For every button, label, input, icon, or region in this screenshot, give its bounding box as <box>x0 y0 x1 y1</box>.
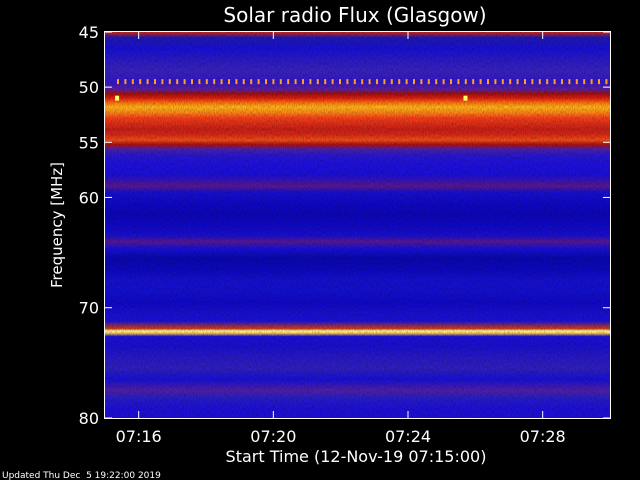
interference-dot <box>598 79 600 85</box>
bright-spot <box>115 95 120 101</box>
y-axis-label: Frequency [MHz] <box>48 162 66 288</box>
interference-dot <box>390 79 393 85</box>
interference-dot <box>464 79 467 85</box>
bright-spot <box>463 95 468 101</box>
interference-dot <box>590 79 593 85</box>
axis-ticks: 45 50 55 60 70 80 07:16 07:20 07:24 07:28 <box>79 23 610 446</box>
interference-dot <box>531 79 534 85</box>
interference-dot <box>494 79 497 85</box>
interference-dot <box>139 79 142 85</box>
interference-dot <box>124 79 127 85</box>
interference-dot <box>331 79 334 85</box>
chart-title: Solar radio Flux (Glasgow) <box>223 3 486 27</box>
interference-dot <box>509 79 512 85</box>
interference-dot <box>213 79 216 85</box>
y-tick-label: 55 <box>79 133 99 152</box>
interference-dot <box>168 79 171 85</box>
interference-dot <box>324 79 327 85</box>
interference-dot <box>546 79 549 85</box>
interference-dot <box>346 79 349 85</box>
interference-dot <box>242 79 245 85</box>
interference-dot <box>257 79 260 85</box>
interference-dot <box>376 79 378 85</box>
interference-dot <box>501 79 504 85</box>
interference-dot <box>176 79 179 85</box>
interference-dot <box>302 79 304 85</box>
plot-area <box>105 32 610 418</box>
y-tick-label: 50 <box>79 78 99 97</box>
interference-dot <box>524 79 526 85</box>
interference-dot <box>583 79 586 85</box>
interference-dot <box>272 79 275 85</box>
interference-dot <box>398 79 401 85</box>
interference-dot <box>427 79 430 85</box>
interference-dot <box>561 79 563 85</box>
interference-dot <box>568 79 571 85</box>
interference-dot <box>309 79 312 85</box>
interference-dot <box>353 79 356 85</box>
interference-dot <box>479 79 482 85</box>
y-tick-label: 70 <box>79 299 99 318</box>
interference-dot <box>235 79 238 85</box>
interference-dot <box>383 79 386 85</box>
interference-dot <box>183 79 186 85</box>
x-tick-label: 07:16 <box>116 427 162 446</box>
interference-dot <box>294 79 297 85</box>
interference-dot <box>413 79 415 85</box>
interference-dot <box>339 79 341 85</box>
spectrogram-texture <box>105 32 610 418</box>
interference-dot <box>279 79 282 85</box>
y-tick-label: 60 <box>79 188 99 207</box>
interference-dot <box>435 79 438 85</box>
x-axis-label: Start Time (12-Nov-19 07:15:00) <box>226 447 487 466</box>
plot-frame <box>104 31 611 419</box>
interference-dot <box>161 79 164 85</box>
x-tick-label: 07:24 <box>385 427 431 446</box>
interference-dot <box>472 79 475 85</box>
interference-dot <box>131 79 134 85</box>
interference-dot <box>516 79 519 85</box>
interference-dot <box>205 79 208 85</box>
interference-dot <box>575 79 578 85</box>
interference-dot <box>553 79 556 85</box>
y-tick-label: 45 <box>79 23 99 42</box>
interference-dot <box>191 79 193 85</box>
interference-dot <box>538 79 541 85</box>
interference-dot <box>198 79 201 85</box>
interference-dot <box>250 79 253 85</box>
interference-dot <box>487 79 489 85</box>
interference-dot <box>154 79 156 85</box>
interference-dot <box>228 79 230 85</box>
interference-dot <box>368 79 371 85</box>
interference-dot <box>457 79 460 85</box>
x-tick-label: 07:28 <box>520 427 566 446</box>
updated-timestamp: Updated Thu Dec 5 19:22:00 2019 <box>2 471 161 480</box>
interference-dot <box>450 79 452 85</box>
interference-dot <box>220 79 223 85</box>
interference-dot <box>316 79 319 85</box>
interference-dot <box>605 79 608 85</box>
interference-dot <box>442 79 445 85</box>
interference-dot <box>146 79 149 85</box>
y-tick-label: 80 <box>79 409 99 428</box>
interference-dot <box>405 79 408 85</box>
interference-dot <box>420 79 423 85</box>
interference-dot <box>117 79 119 85</box>
interference-dot <box>361 79 364 85</box>
x-tick-label: 07:20 <box>250 427 296 446</box>
interference-dot <box>287 79 290 85</box>
interference-dot <box>265 79 267 85</box>
